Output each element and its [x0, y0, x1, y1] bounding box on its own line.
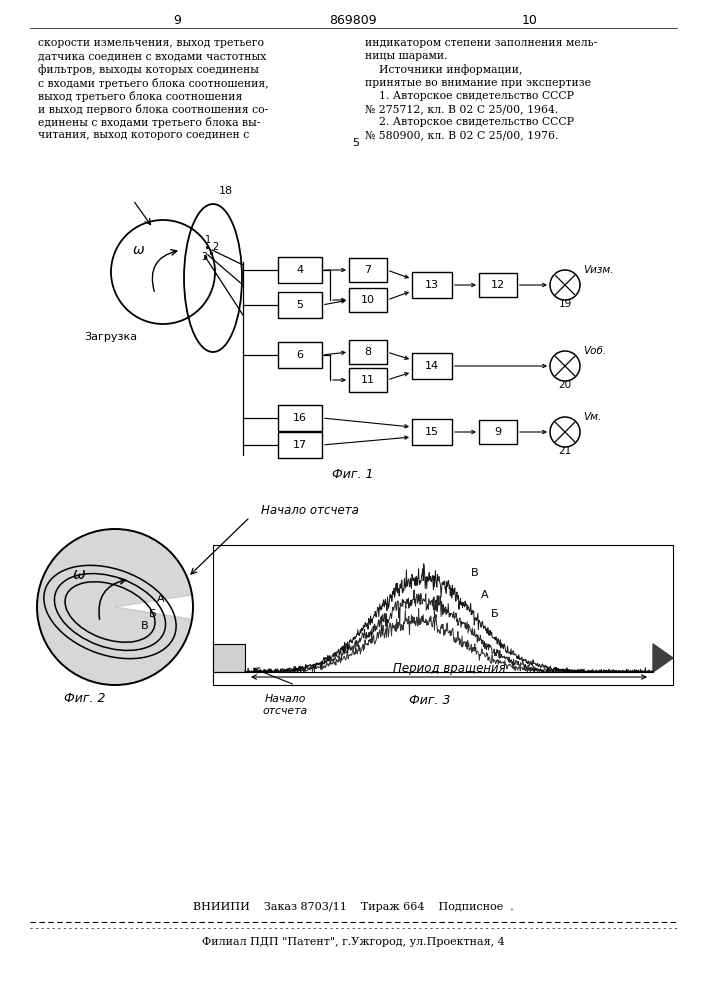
Text: единены с входами третьего блока вы-: единены с входами третьего блока вы- — [38, 117, 260, 128]
Text: фильтров, выходы которых соединены: фильтров, выходы которых соединены — [38, 64, 259, 75]
Text: 4: 4 — [296, 265, 303, 275]
Text: скорости измельчения, выход третьего: скорости измельчения, выход третьего — [38, 38, 264, 48]
Text: В: В — [141, 621, 148, 631]
Text: Загрузка: Загрузка — [84, 332, 138, 342]
Bar — [278, 432, 322, 458]
Text: 18: 18 — [219, 186, 233, 196]
Text: А: А — [481, 590, 489, 600]
Bar — [213, 644, 245, 672]
Text: 20: 20 — [559, 380, 571, 390]
Text: Филиал ПДП "Патент", г.Ужгород, ул.Проектная, 4: Филиал ПДП "Патент", г.Ужгород, ул.Проек… — [201, 937, 504, 947]
Text: Источники информации,: Источники информации, — [365, 64, 522, 75]
Bar — [349, 288, 387, 312]
Bar — [349, 368, 387, 392]
Text: 8: 8 — [364, 347, 372, 357]
Text: 12: 12 — [491, 280, 505, 290]
Bar — [412, 272, 452, 298]
Bar — [278, 405, 322, 431]
Bar — [213, 545, 673, 685]
Text: и выход первого блока соотношения со-: и выход первого блока соотношения со- — [38, 104, 268, 115]
Text: датчика соединен с входами частотных: датчика соединен с входами частотных — [38, 51, 267, 61]
Bar — [412, 419, 452, 445]
Polygon shape — [37, 529, 192, 685]
Text: читания, выход которого соединен с: читания, выход которого соединен с — [38, 130, 250, 140]
Text: А: А — [157, 594, 165, 604]
Text: индикатором степени заполнения мель-: индикатором степени заполнения мель- — [365, 38, 597, 48]
Text: № 580900, кл. В 02 С 25/00, 1976.: № 580900, кл. В 02 С 25/00, 1976. — [365, 130, 559, 140]
Text: 2: 2 — [212, 242, 218, 252]
Text: принятые во внимание при экспертизе: принятые во внимание при экспертизе — [365, 78, 591, 88]
Text: 11: 11 — [361, 375, 375, 385]
Text: Vизм.: Vизм. — [583, 265, 614, 275]
Text: 10: 10 — [361, 295, 375, 305]
Text: 16: 16 — [293, 413, 307, 423]
Text: Б: Б — [149, 609, 157, 619]
Text: 2. Авторское свидетельство СССР: 2. Авторское свидетельство СССР — [365, 117, 574, 127]
Text: 869809: 869809 — [329, 14, 377, 27]
Text: с входами третьего блока соотношения,: с входами третьего блока соотношения, — [38, 78, 269, 89]
Bar — [349, 340, 387, 364]
Text: 17: 17 — [293, 440, 307, 450]
Text: В: В — [471, 568, 478, 578]
Polygon shape — [653, 644, 673, 672]
Bar — [278, 257, 322, 283]
Text: 1: 1 — [205, 235, 211, 245]
Text: 14: 14 — [425, 361, 439, 371]
Text: Vоб.: Vоб. — [583, 346, 606, 356]
Text: № 275712, кл. В 02 С 25/00, 1964.: № 275712, кл. В 02 С 25/00, 1964. — [365, 104, 559, 114]
Bar — [479, 273, 517, 297]
Bar — [278, 342, 322, 368]
Text: Фиг. 1: Фиг. 1 — [332, 468, 374, 482]
Bar — [349, 258, 387, 282]
Bar — [412, 353, 452, 379]
Text: ω: ω — [73, 567, 86, 582]
Text: 7: 7 — [364, 265, 372, 275]
Text: Период вращения: Период вращения — [392, 662, 506, 675]
Text: 6: 6 — [296, 350, 303, 360]
Text: 13: 13 — [425, 280, 439, 290]
Text: 1. Авторское свидетельство СССР: 1. Авторское свидетельство СССР — [365, 91, 574, 101]
Text: 21: 21 — [559, 446, 572, 456]
Bar — [479, 420, 517, 444]
Text: 9: 9 — [173, 14, 181, 27]
Text: ницы шарами.: ницы шарами. — [365, 51, 448, 61]
Text: Фиг. 2: Фиг. 2 — [64, 692, 106, 704]
Text: 5: 5 — [353, 138, 359, 148]
Text: Начало отсчета: Начало отсчета — [261, 504, 359, 516]
Text: 9: 9 — [494, 427, 501, 437]
Text: 10: 10 — [522, 14, 538, 27]
Text: Б: Б — [491, 609, 498, 619]
Bar — [278, 292, 322, 318]
Text: выход третьего блока соотношения: выход третьего блока соотношения — [38, 91, 243, 102]
Text: 19: 19 — [559, 299, 572, 309]
Text: 5: 5 — [296, 300, 303, 310]
Text: Начало
отсчета: Начало отсчета — [262, 694, 308, 716]
Text: Vм.: Vм. — [583, 412, 601, 422]
Text: ВНИИПИ    Заказ 8703/11    Тираж 664    Подписное  .: ВНИИПИ Заказ 8703/11 Тираж 664 Подписное… — [192, 902, 513, 912]
Text: ω: ω — [133, 243, 145, 257]
Text: Фиг. 3: Фиг. 3 — [409, 694, 451, 706]
Text: 15: 15 — [425, 427, 439, 437]
Text: 3: 3 — [201, 252, 207, 262]
